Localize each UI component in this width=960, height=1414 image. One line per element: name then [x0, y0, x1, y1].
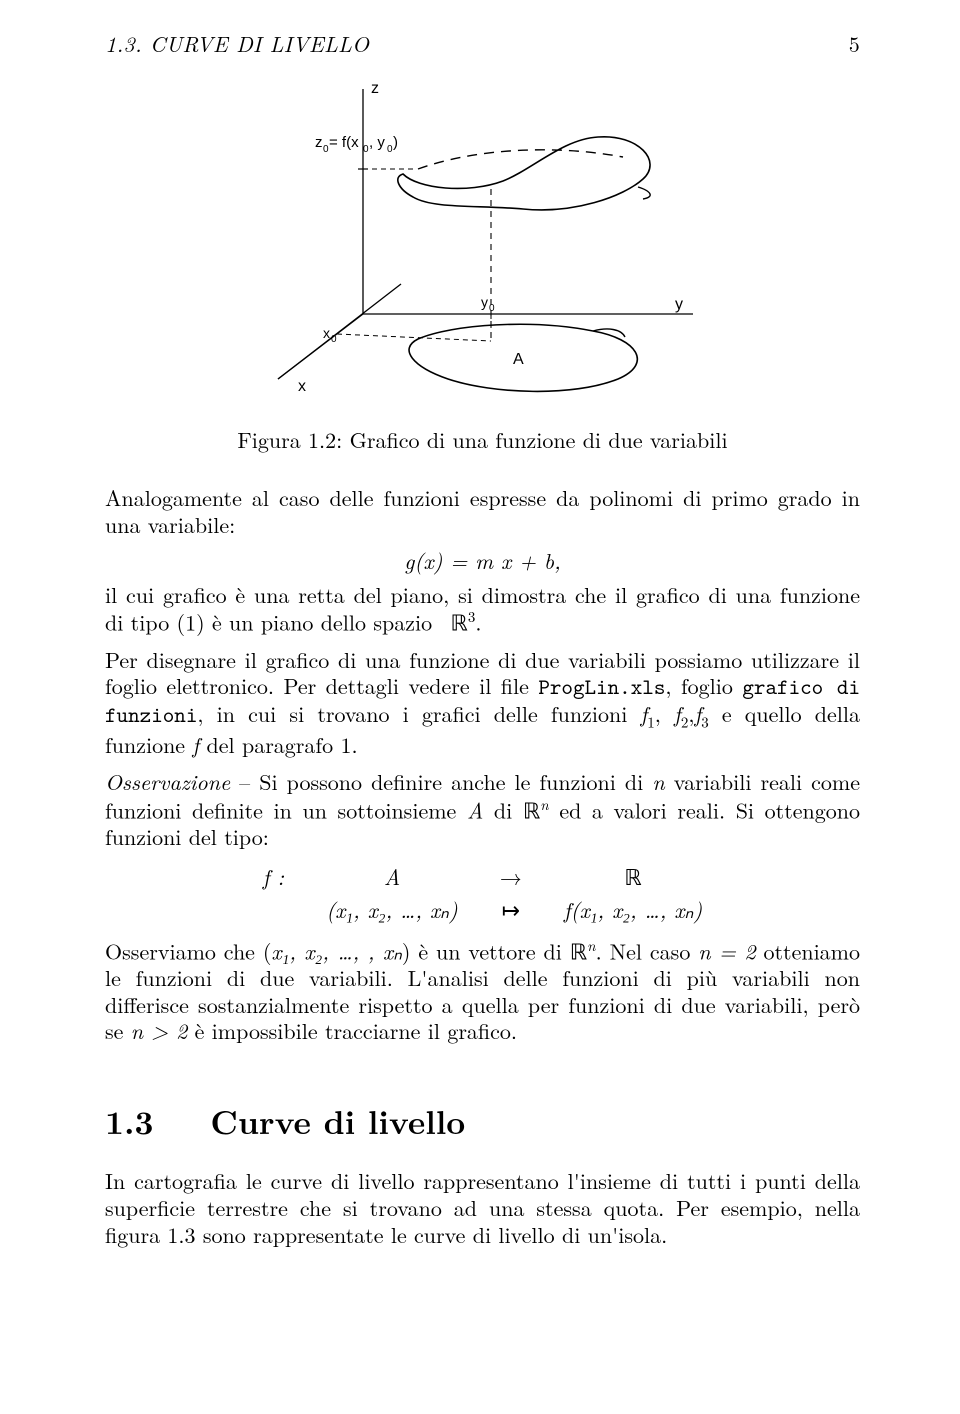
- p1b-b: .: [475, 607, 481, 638]
- p4-e: è impossibile tracciarne il grafico.: [187, 1015, 517, 1046]
- map-r2c2: (x₁, x₂, …, xₙ): [306, 894, 478, 925]
- map-r2c4: f(x₁, x₂, …, xₙ): [544, 894, 722, 925]
- p2-tt1: ProgLin.xls: [538, 672, 665, 701]
- paragraph-1a: Analogamente al caso delle funzioni espr…: [105, 485, 860, 539]
- p3-a: – Si possono definire anche le funzioni …: [230, 766, 652, 797]
- label-z0: z: [315, 134, 323, 151]
- label-z0-mid: , y: [369, 134, 385, 151]
- p2-f3s: 3: [701, 712, 709, 733]
- section-title: Curve di livello: [210, 1097, 465, 1144]
- label-x: x: [298, 378, 306, 395]
- p3-n: n: [652, 766, 664, 797]
- label-z0-end: ): [393, 134, 398, 151]
- map-r2c1: [243, 894, 304, 925]
- p1b-a: il cui grafico è una retta del piano, si…: [105, 579, 860, 638]
- figure-svg: z z 0 = f(x 0 , y 0 ) y 0 y x 0 x A: [223, 79, 743, 409]
- paragraph-last: In cartografia le curve di livello rappr…: [105, 1168, 860, 1248]
- paragraph-4: Osserviamo che (x₁, x₂, …, , xₙ) è un ve…: [105, 937, 860, 1046]
- map-r1c3: →: [480, 861, 542, 892]
- running-header: 1.3. CURVE DI LIVELLO 5: [105, 28, 860, 59]
- p2-e: del paragrafo 1.: [199, 729, 357, 760]
- header-section-ref: 1.3. CURVE DI LIVELLO: [105, 28, 369, 59]
- p2-f1s: 1: [647, 712, 655, 733]
- p3-lead: Osservazione: [105, 766, 230, 797]
- label-y0-sub: 0: [489, 303, 495, 314]
- p3-A-var: A: [467, 794, 483, 825]
- figure-1-2: z z 0 = f(x 0 , y 0 ) y 0 y x 0 x A: [105, 79, 860, 414]
- map-r1c4: ℝ: [544, 861, 722, 892]
- p2-c: , in cui si trovano i grafici delle funz…: [197, 698, 640, 729]
- figure-caption: Figura 1.2: Grafico di una funzione di d…: [105, 424, 860, 455]
- map-r1c2: A: [306, 861, 478, 892]
- label-z0-eq: = f(x: [329, 134, 359, 151]
- label-x0: x: [323, 325, 330, 341]
- function-mapping: f : A → ℝ (x₁, x₂, …, xₙ) ↦ f(x₁, x₂, …,…: [241, 859, 724, 927]
- header-page-number: 5: [849, 28, 860, 59]
- p4-sup: n: [587, 935, 595, 956]
- map-r1c1: f :: [243, 861, 304, 892]
- label-x0-sub: 0: [331, 334, 337, 345]
- p3-sup: n: [540, 794, 548, 815]
- map-r2c3: ↦: [480, 894, 542, 925]
- paragraph-3: Osservazione – Si possono definire anche…: [105, 769, 860, 851]
- label-z: z: [371, 80, 379, 97]
- p2-b: , foglio: [665, 670, 742, 701]
- paragraph-2: Per disegnare il grafico di una funzione…: [105, 647, 860, 759]
- p2-comma1: ,: [655, 698, 674, 729]
- equation-g: g(x) = m x + b,: [105, 545, 860, 576]
- paragraph-1b: il cui grafico è una retta del piano, si…: [105, 582, 860, 637]
- p3-c: di ℝ: [483, 794, 540, 825]
- section-number: 1.3: [105, 1097, 153, 1144]
- label-y0: y: [481, 294, 488, 310]
- label-y: y: [675, 296, 683, 313]
- p4-cond: n > 2: [131, 1015, 187, 1046]
- p2-f2: f: [674, 698, 681, 729]
- label-A: A: [513, 351, 524, 368]
- section-1-3-heading: 1.3 Curve di livello: [105, 1097, 860, 1144]
